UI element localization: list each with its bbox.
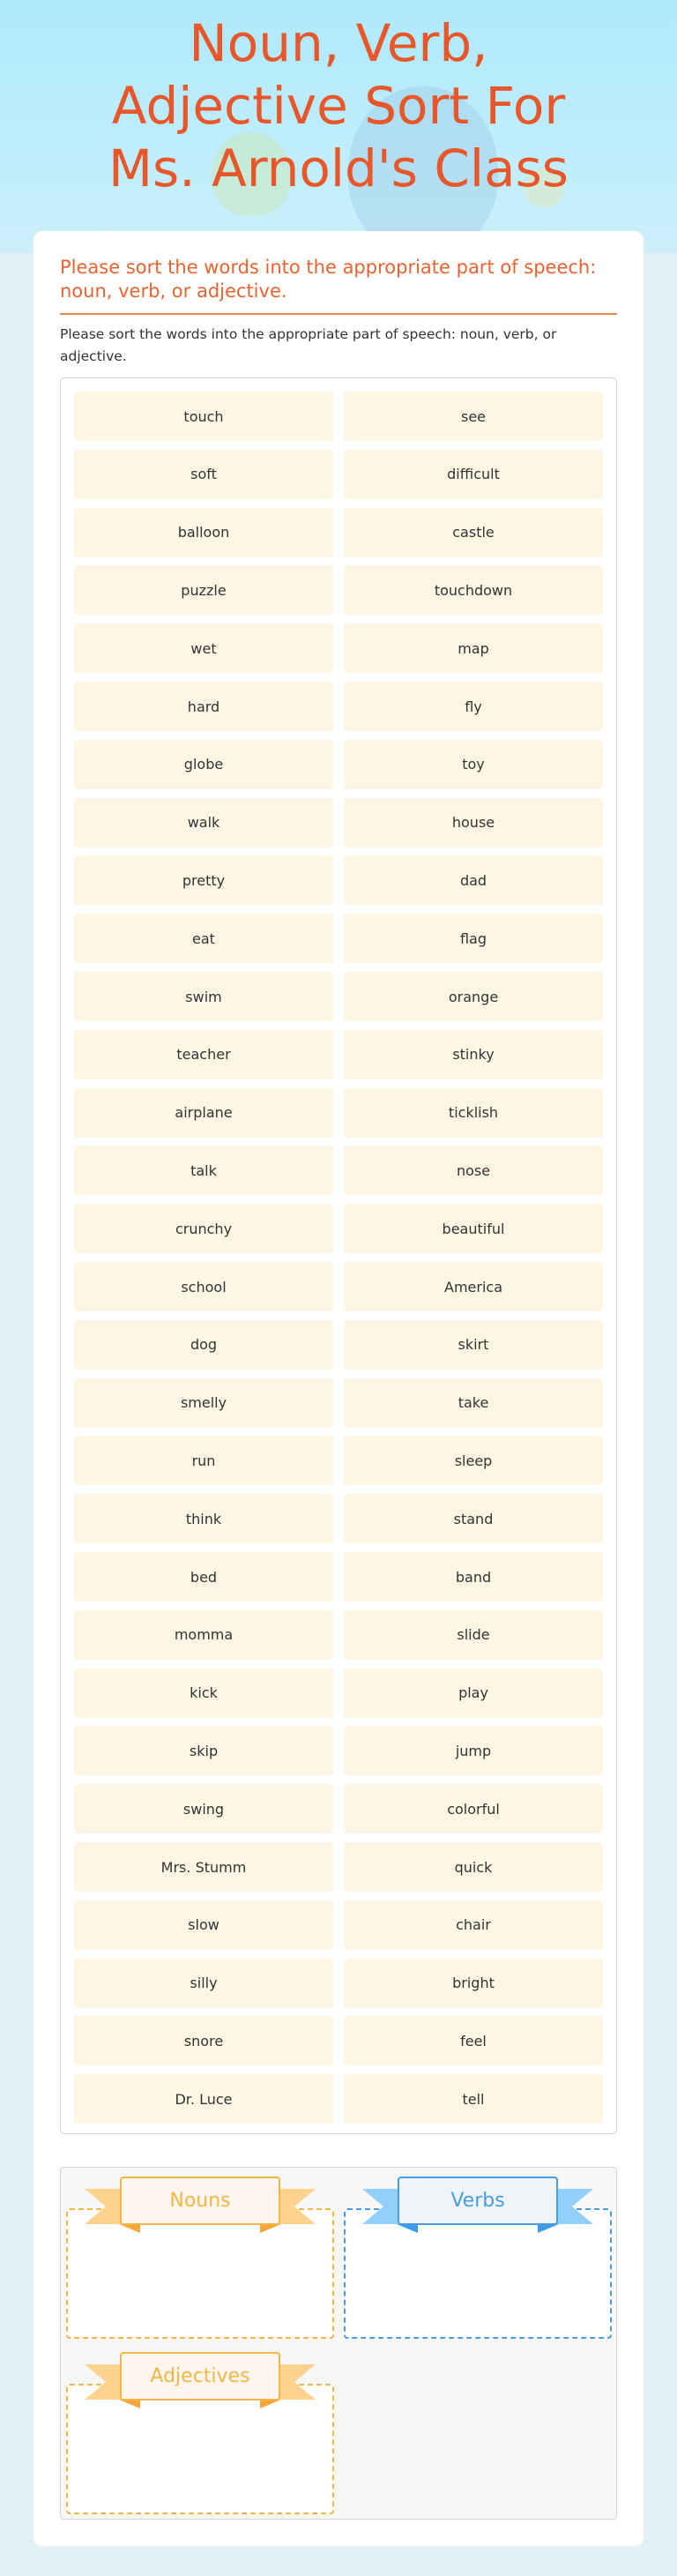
question-card: Please sort the words into the appropria… [33,231,644,2546]
word-tile[interactable]: momma [74,1609,333,1660]
balloon-decoration [348,86,498,253]
balloon-decoration [524,168,564,207]
word-tile[interactable]: kick [74,1668,333,1718]
word-tile[interactable]: school [74,1262,333,1311]
word-tile[interactable]: see [344,392,603,441]
ribbon-fold [119,2400,140,2408]
word-tile[interactable]: Dr. Luce [74,2074,333,2124]
question-title: Please sort the words into the appropria… [60,257,597,302]
word-tile[interactable]: stand [344,1494,603,1544]
word-tile[interactable]: walk [74,797,333,847]
word-tile[interactable]: wet [74,623,333,674]
divider [60,313,617,315]
word-tile[interactable]: slide [344,1609,603,1660]
word-tile[interactable]: tell [344,2074,603,2124]
word-tile[interactable]: globe [74,739,333,789]
word-tile[interactable]: castle [344,507,603,557]
word-tile[interactable]: snore [74,2016,333,2066]
word-tile[interactable]: beautiful [344,1204,603,1254]
balloon-decoration [212,132,291,216]
word-tile[interactable]: colorful [344,1784,603,1834]
ribbon-fold [119,2224,140,2233]
drop-zone-adjectives[interactable] [66,2384,334,2514]
word-tile[interactable]: puzzle [74,565,333,616]
word-tile[interactable]: airplane [74,1087,333,1138]
word-tile[interactable]: hard [74,682,333,731]
page-title: Noun, Verb, Adjective Sort For Ms. Arnol… [108,13,569,198]
word-tile[interactable]: difficult [344,449,603,499]
word-tile[interactable]: Mrs. Stumm [74,1842,333,1892]
category-label: Nouns [120,2177,280,2225]
word-tile[interactable]: sleep [344,1436,603,1486]
ribbon-fold [397,2224,418,2233]
word-tile[interactable]: soft [74,449,333,499]
word-tile[interactable]: teacher [74,1029,333,1079]
word-tile[interactable]: feel [344,2016,603,2066]
word-tile[interactable]: silly [74,1958,333,2008]
word-tile[interactable]: house [344,797,603,847]
word-tile[interactable]: dad [344,855,603,906]
word-tile[interactable]: quick [344,1842,603,1892]
word-tile[interactable]: bright [344,1958,603,2008]
ribbon-fold [260,2224,281,2233]
word-tile[interactable]: touch [74,392,333,441]
ribbon-fold [260,2400,281,2408]
sort-area: Nouns Verbs Adjectives [60,2167,617,2520]
word-tile[interactable]: crunchy [74,1204,333,1254]
header-banner: Noun, Verb, Adjective Sort For Ms. Arnol… [0,0,677,253]
word-tile[interactable]: skirt [344,1319,603,1370]
word-tile[interactable]: play [344,1668,603,1718]
word-tile[interactable]: jump [344,1726,603,1776]
ribbon-banner: Adjectives [85,2352,316,2408]
word-tile[interactable]: America [344,1262,603,1311]
word-tile[interactable]: map [344,623,603,674]
word-tile[interactable]: chair [344,1900,603,1950]
word-tile[interactable]: bed [74,1552,333,1602]
word-tile[interactable]: smelly [74,1378,333,1428]
word-tile[interactable]: touchdown [344,565,603,616]
category-label: Verbs [398,2177,558,2225]
word-tile[interactable]: dog [74,1319,333,1370]
ribbon-banner: Nouns [85,2177,316,2233]
ribbon-fold [538,2224,559,2233]
word-tile[interactable]: nose [344,1146,603,1196]
word-tile[interactable]: take [344,1378,603,1428]
word-tile[interactable]: ticklish [344,1087,603,1138]
category-label: Adjectives [120,2352,280,2401]
word-tile[interactable]: orange [344,972,603,1021]
word-tile[interactable]: toy [344,739,603,789]
word-tile[interactable]: think [74,1494,333,1544]
word-tile[interactable]: eat [74,914,333,964]
word-tile[interactable]: swing [74,1784,333,1834]
word-tile[interactable]: stinky [344,1029,603,1079]
drop-zone-nouns[interactable] [66,2208,334,2339]
word-tile[interactable]: fly [344,682,603,731]
word-tile[interactable]: slow [74,1900,333,1950]
word-tile[interactable]: pretty [74,855,333,906]
word-tile[interactable]: swim [74,972,333,1021]
word-tile[interactable]: skip [74,1726,333,1776]
question-description: Please sort the words into the appropria… [60,326,557,364]
word-bank: touch see soft difficult balloon castle puzzle… [60,377,617,2134]
ribbon-banner: Verbs [362,2177,593,2233]
word-tile[interactable]: flag [344,914,603,964]
word-tile[interactable]: balloon [74,507,333,557]
word-tile[interactable]: run [74,1436,333,1486]
word-tile[interactable]: band [344,1552,603,1602]
word-tile[interactable]: talk [74,1146,333,1196]
drop-zone-verbs[interactable] [344,2208,612,2339]
